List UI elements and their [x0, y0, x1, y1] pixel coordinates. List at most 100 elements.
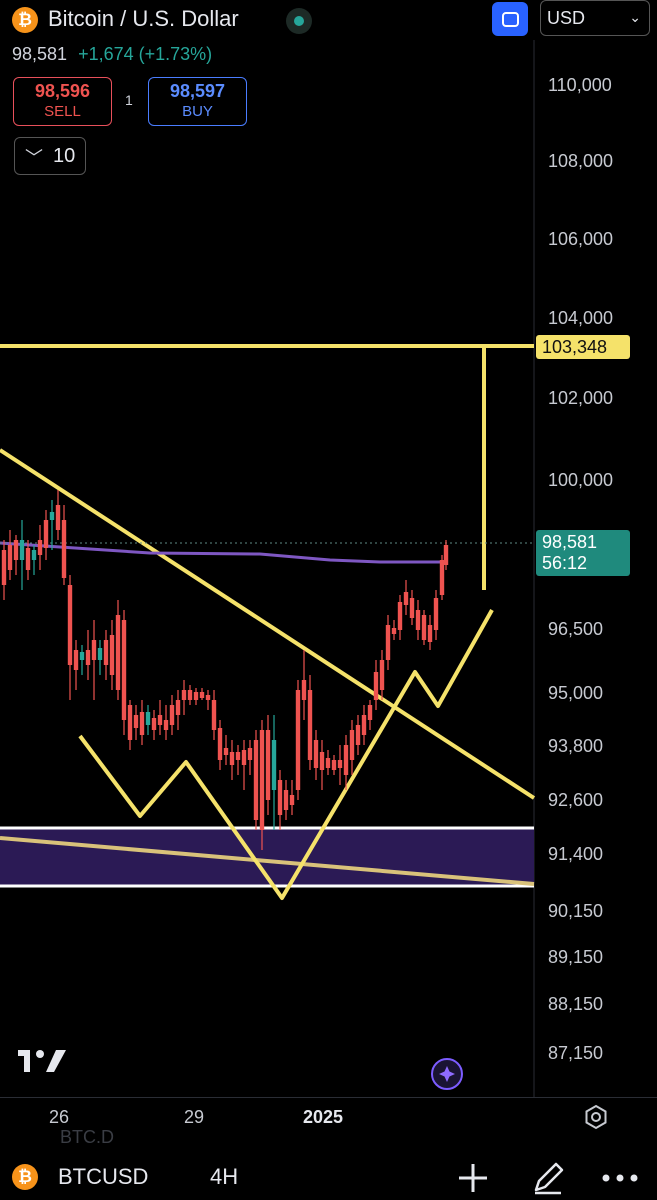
candle-body — [139, 712, 145, 735]
candle-body — [175, 700, 181, 715]
descending-trendline — [0, 448, 536, 800]
candle-body — [97, 648, 103, 660]
symbol-title[interactable]: Bitcoin / U.S. Dollar — [48, 6, 239, 31]
candle-body — [385, 625, 391, 660]
candle-body — [295, 690, 301, 790]
candle-body — [373, 672, 379, 700]
candle-body — [229, 752, 235, 765]
sell-button[interactable]: 98,596 SELL — [13, 77, 112, 126]
price-change-line: 98,581 +1,674 (+1.73%) — [12, 44, 212, 65]
time-tick: 29 — [184, 1107, 205, 1127]
market-status-icon — [286, 8, 312, 34]
layout-icon[interactable] — [492, 2, 528, 36]
candle-body — [73, 650, 79, 670]
price-tick: 108,000 — [548, 151, 614, 171]
candle-body — [115, 615, 121, 690]
time-axis[interactable] — [0, 1097, 657, 1138]
candle-body — [79, 652, 85, 660]
candle-body — [277, 780, 283, 815]
candle-body — [265, 730, 271, 800]
currency-label: USD — [547, 8, 586, 28]
long-support-line — [0, 836, 535, 886]
candle-body — [247, 748, 253, 760]
candles — [1, 490, 449, 850]
current-price-label: 98,581 56:12 — [536, 530, 630, 576]
candle-body — [49, 512, 55, 520]
timeframe-button[interactable]: 4H — [210, 1164, 239, 1189]
buy-button[interactable]: 98,597 BUY — [148, 77, 247, 126]
price-tick: 91,400 — [548, 844, 604, 864]
candle-body — [55, 505, 61, 530]
quantity-stepper[interactable]: ﹀ 10 — [14, 137, 86, 175]
price-tick: 102,000 — [548, 388, 614, 408]
candle-body — [235, 752, 241, 760]
price-tick: 96,500 — [548, 619, 604, 639]
price-tick: 89,150 — [548, 947, 604, 967]
candle-body — [307, 690, 313, 760]
time-tick: 2025 — [303, 1107, 344, 1127]
candle-body — [67, 585, 73, 665]
candle-body — [397, 602, 403, 630]
price-tick: 104,000 — [548, 308, 614, 328]
bitcoin-icon: ₿ — [12, 1164, 38, 1190]
price-tick: 110,000 — [548, 75, 612, 95]
candle-body — [61, 520, 67, 578]
currency-select[interactable]: USD ⌄ — [540, 0, 650, 36]
candle-body — [349, 730, 355, 760]
candle-body — [427, 625, 433, 642]
candle-body — [325, 758, 331, 768]
candle-body — [187, 690, 193, 700]
drawing-pen-icon[interactable] — [530, 1158, 566, 1196]
candle-body — [283, 790, 289, 810]
candle-body — [103, 640, 109, 665]
buy-price: 98,597 — [169, 81, 226, 101]
candle-body — [409, 598, 415, 618]
candle-body — [199, 692, 205, 698]
candle-body — [241, 750, 247, 765]
footer-symbol[interactable]: BTCUSD — [58, 1164, 149, 1189]
more-icon[interactable] — [600, 1170, 640, 1186]
candle-body — [145, 712, 151, 725]
candle-body — [1, 550, 7, 585]
candle-body — [7, 545, 13, 570]
spread-value: 1 — [125, 92, 133, 108]
current-price-value: 98,581 — [542, 532, 598, 552]
candle-body — [85, 650, 91, 665]
price-tick: 106,000 — [548, 229, 614, 249]
price-tick: 93,800 — [548, 736, 604, 756]
candle-body — [439, 560, 445, 595]
candle-body — [415, 610, 421, 630]
candle-body — [331, 760, 337, 770]
resistance-price-label: 103,348 — [536, 335, 630, 359]
candle-body — [271, 740, 277, 790]
candle-body — [217, 728, 223, 760]
time-tick: 26 — [49, 1107, 70, 1127]
chevron-down-icon: ﹀ — [25, 148, 43, 168]
candle-body — [361, 715, 367, 735]
candle-body — [313, 740, 319, 768]
candle-body — [37, 540, 43, 555]
candle-body — [391, 628, 397, 634]
sell-label: SELL — [44, 103, 81, 120]
add-icon[interactable] — [455, 1160, 491, 1196]
candle-body — [109, 635, 115, 675]
candle-body — [433, 598, 439, 630]
candle-body — [421, 615, 427, 640]
candle-body — [301, 680, 307, 700]
chevron-down-icon: ⌄ — [629, 9, 641, 25]
quantity-value: 10 — [53, 145, 76, 167]
candle-body — [259, 730, 265, 830]
candle-body — [19, 540, 25, 560]
candle-body — [91, 640, 97, 660]
candle-body — [163, 720, 169, 730]
candle-body — [31, 550, 37, 560]
candle-body — [169, 705, 175, 725]
candle-body — [205, 695, 211, 700]
candle-body — [211, 700, 217, 730]
candle-body — [157, 715, 163, 725]
sparkle-icon — [431, 1058, 463, 1090]
candle-body — [133, 715, 139, 728]
candle-body — [223, 748, 229, 755]
candle-body — [193, 692, 199, 700]
